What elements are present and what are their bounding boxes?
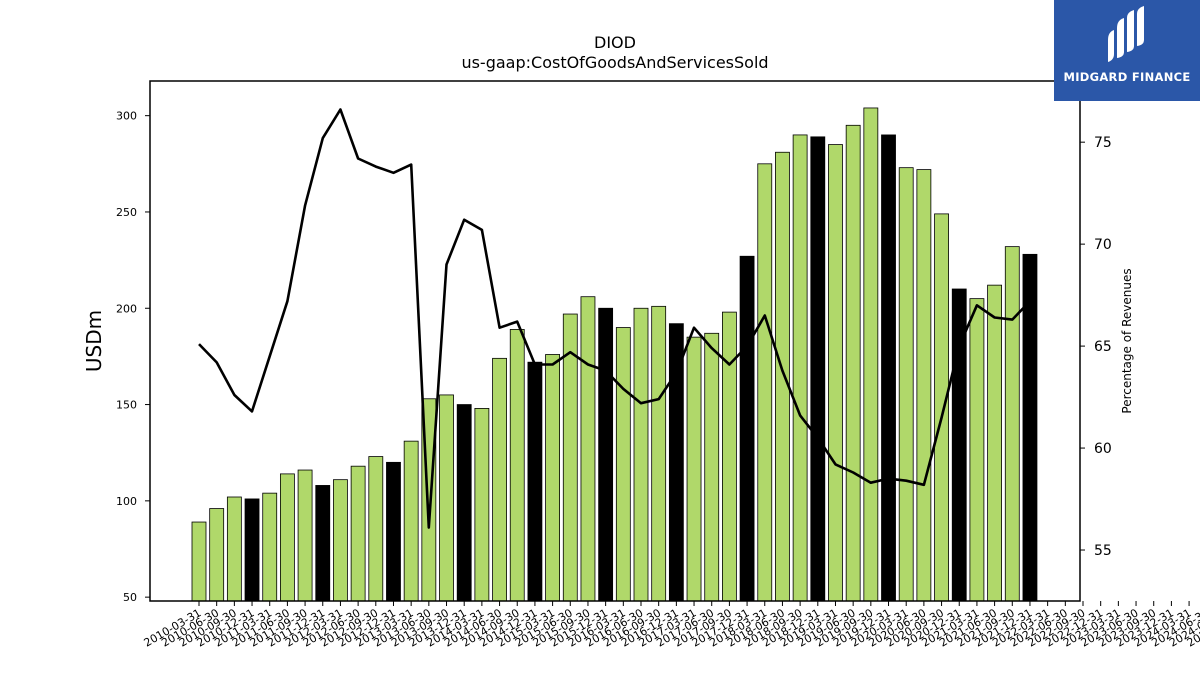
plot-frame xyxy=(149,80,1081,602)
bar xyxy=(598,307,614,602)
midgard-logo-icon xyxy=(1108,6,1144,62)
axes: 5010015020025030055606570752010-03-31201… xyxy=(116,80,1200,650)
bar xyxy=(828,144,843,602)
y-right-tick-label: 55 xyxy=(1094,543,1112,559)
bar xyxy=(651,305,667,602)
bar xyxy=(226,496,242,602)
y-axis-label: USDm xyxy=(82,310,106,372)
bar xyxy=(1004,246,1020,602)
bar xyxy=(403,440,419,602)
bar xyxy=(722,311,737,602)
y-tick-label: 50 xyxy=(123,591,137,604)
bar xyxy=(191,521,207,602)
bar xyxy=(686,336,702,602)
line-series xyxy=(198,108,1031,529)
bar xyxy=(297,469,313,602)
bar xyxy=(333,479,348,602)
bar xyxy=(739,255,755,602)
y-right-tick-label: 65 xyxy=(1094,339,1112,355)
bar xyxy=(633,307,649,602)
brand-logo-text: MIDGARD FINANCE xyxy=(1063,70,1191,84)
bar xyxy=(386,461,401,602)
bar xyxy=(757,163,773,602)
bar xyxy=(987,284,1002,602)
bar xyxy=(474,408,490,602)
bar xyxy=(580,296,596,602)
bar xyxy=(244,498,260,602)
bar xyxy=(881,134,896,602)
chart-title: DIOD xyxy=(594,33,636,52)
bar xyxy=(279,473,295,602)
bar xyxy=(350,465,366,602)
bar-series xyxy=(191,107,1038,602)
bar xyxy=(810,136,826,602)
bar xyxy=(262,492,278,602)
brand-logo: MIDGARD FINANCE xyxy=(1054,0,1200,101)
bar xyxy=(863,107,879,602)
y-tick-label: 150 xyxy=(116,399,137,412)
y-tick-label: 250 xyxy=(116,206,137,219)
bar xyxy=(492,357,507,602)
y-right-tick-label: 60 xyxy=(1094,441,1112,457)
bar xyxy=(509,329,525,602)
bar xyxy=(315,485,331,602)
bar xyxy=(792,134,808,602)
y-axis-right-label: Percentage of Revenues xyxy=(1120,268,1134,413)
chart-subtitle: us-gaap:CostOfGoodsAndServicesSold xyxy=(461,53,768,72)
bar xyxy=(668,323,684,602)
bar xyxy=(456,404,472,602)
y-right-tick-label: 70 xyxy=(1094,237,1112,253)
bar xyxy=(704,332,720,602)
y-tick-label: 100 xyxy=(116,495,137,508)
y-tick-label: 200 xyxy=(116,302,137,315)
bar xyxy=(368,456,384,602)
bar xyxy=(545,354,560,602)
bar xyxy=(916,169,932,602)
bar xyxy=(615,327,631,602)
y-tick-label: 300 xyxy=(116,110,137,123)
bar xyxy=(898,167,914,602)
bar xyxy=(969,298,985,602)
percentage-line xyxy=(198,108,1031,529)
bar xyxy=(934,213,949,602)
bar xyxy=(775,151,790,602)
bar xyxy=(527,361,543,602)
bar xyxy=(209,508,225,602)
bar xyxy=(845,124,861,602)
bar xyxy=(439,394,454,602)
y-right-tick-label: 75 xyxy=(1094,135,1112,151)
